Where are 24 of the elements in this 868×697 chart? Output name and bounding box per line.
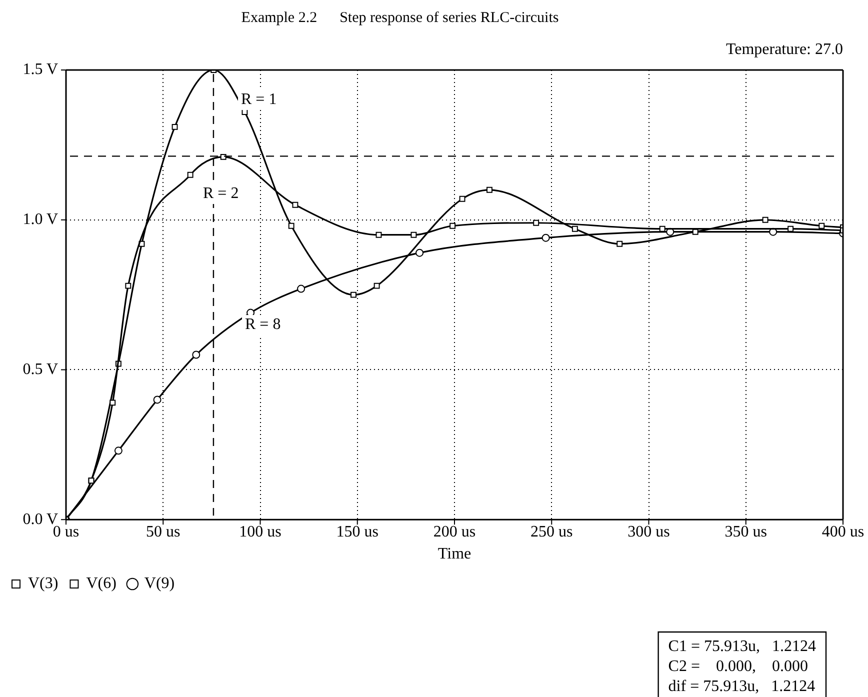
x-tick-label: 400 us [822, 523, 864, 540]
x-tick-label: 100 us [239, 523, 282, 540]
y-tick-label: 1.5 V [22, 61, 58, 78]
text: C1 = 75.913u, 1.2124 [668, 638, 816, 656]
x-tick-label: 300 us [628, 523, 670, 540]
legend-label: V(6) [86, 575, 116, 592]
text: dif = 75.913u, 1.2124 [668, 678, 816, 696]
text: C2 = 0.000, 0.000 [668, 658, 808, 676]
x-tick-label: 200 us [433, 523, 476, 540]
annotation: R = 1 [241, 91, 277, 108]
x-tick-label: 350 us [724, 523, 767, 540]
text: Temperature: 27.0 [726, 41, 843, 58]
x-tick-label: 150 us [336, 523, 378, 540]
annotation: R = 8 [245, 316, 281, 334]
x-axis-title: Time [438, 546, 472, 563]
legend-label: V(3) [28, 575, 58, 592]
x-tick-label: 50 us [146, 523, 180, 540]
chart-title: Example 2.2 Step response of series RLC-circuits [241, 10, 559, 26]
annotation: R = 2 [203, 185, 239, 202]
y-tick-label: 1.0 V [22, 211, 58, 228]
x-tick-label: 0 us [52, 523, 80, 540]
legend-label: V(9) [144, 575, 175, 592]
x-tick-label: 250 us [530, 523, 573, 540]
y-tick-label: 0.5 V [22, 360, 58, 378]
